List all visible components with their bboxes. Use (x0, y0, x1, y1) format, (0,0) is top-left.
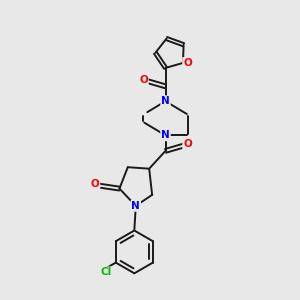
Text: N: N (161, 96, 170, 106)
Text: Cl: Cl (100, 267, 111, 277)
Text: O: O (91, 179, 100, 189)
Text: O: O (139, 74, 148, 85)
Text: O: O (183, 58, 192, 68)
Text: O: O (183, 139, 192, 149)
Text: N: N (131, 201, 140, 211)
Text: N: N (161, 130, 170, 140)
